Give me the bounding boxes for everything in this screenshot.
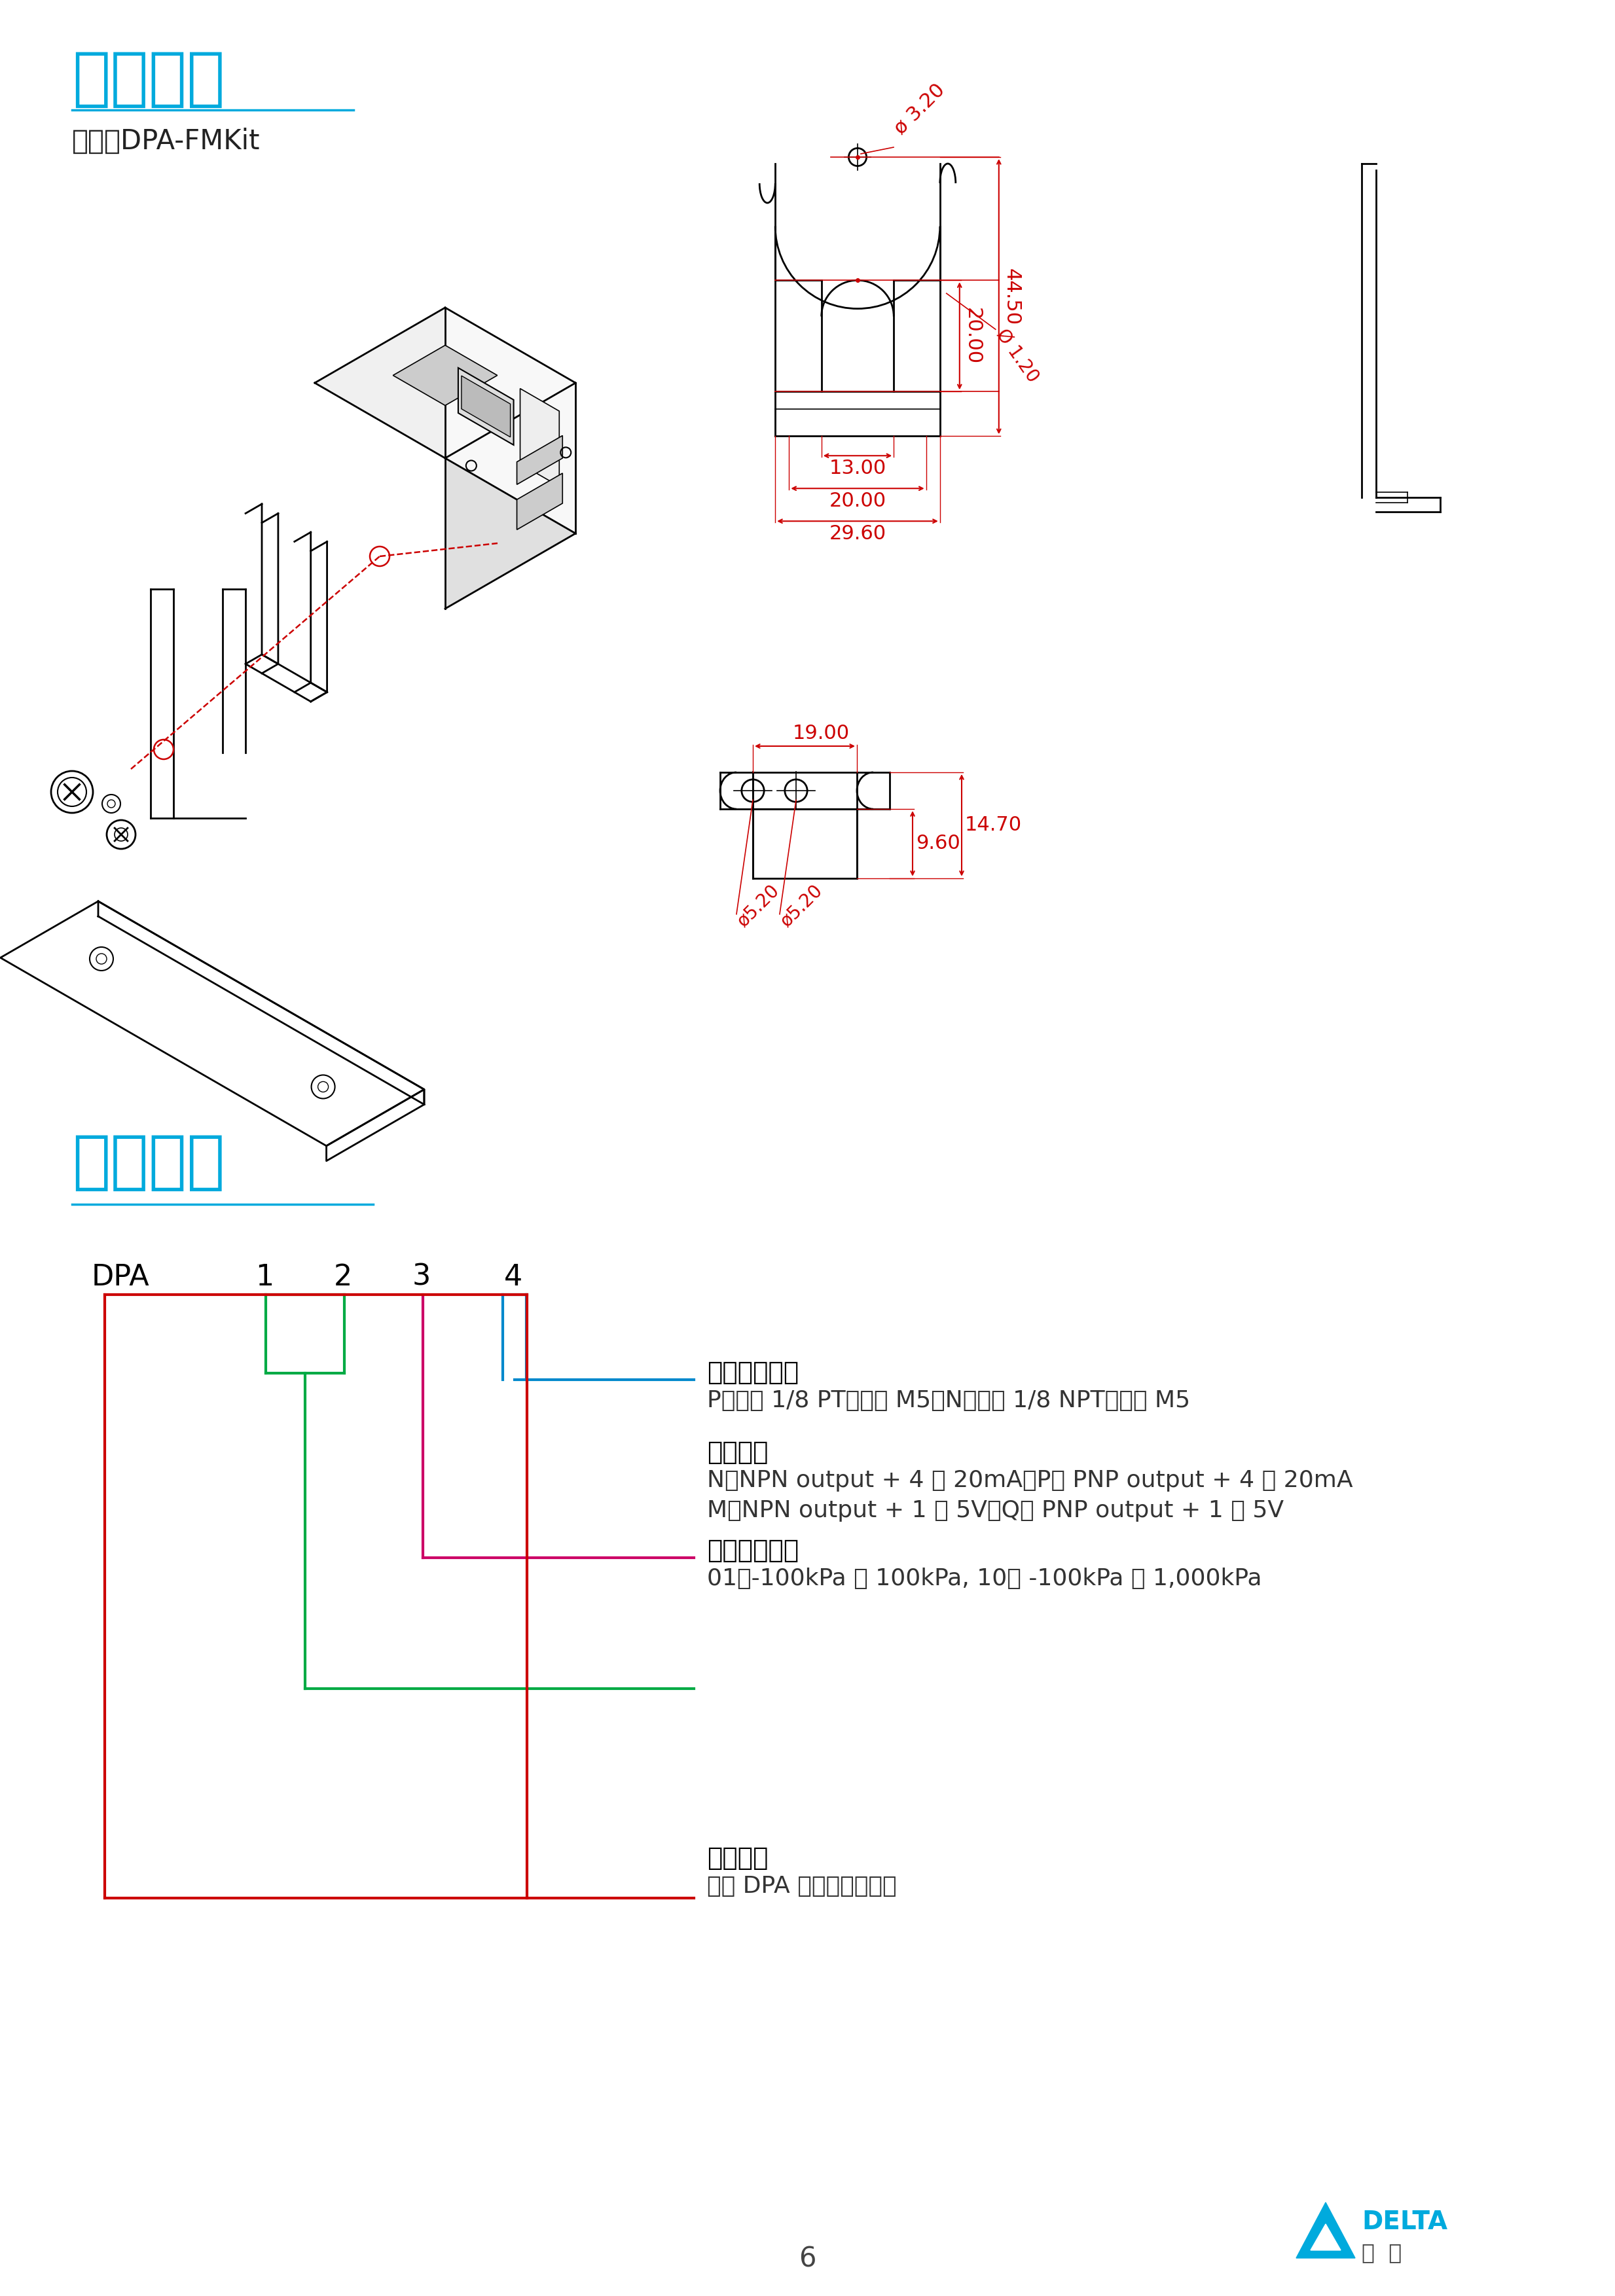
- Text: 6: 6: [798, 2245, 816, 2273]
- Text: ø5.20: ø5.20: [733, 882, 783, 930]
- Text: 产品名称: 产品名称: [707, 1846, 769, 1871]
- Text: 29.60: 29.60: [828, 523, 887, 544]
- Text: 选购资讯: 选购资讯: [73, 1132, 224, 1194]
- Polygon shape: [459, 367, 514, 445]
- Text: 20.00: 20.00: [963, 308, 982, 365]
- Text: 2: 2: [334, 1263, 352, 1290]
- Text: 测量压力范围: 测量压力范围: [707, 1538, 799, 1564]
- Text: 台达 DPA 系列压力传感器: 台达 DPA 系列压力传感器: [707, 1876, 896, 1896]
- Text: 19.00: 19.00: [793, 723, 849, 744]
- Text: 3: 3: [412, 1263, 431, 1290]
- Polygon shape: [392, 344, 497, 406]
- Text: DPA: DPA: [92, 1263, 150, 1290]
- Text: 01：-100kPa ～ 100kPa, 10： -100kPa ～ 1,000kPa: 01：-100kPa ～ 100kPa, 10： -100kPa ～ 1,000…: [707, 1568, 1261, 1589]
- Text: ø5.20: ø5.20: [777, 882, 825, 930]
- Text: ø 3.20: ø 3.20: [890, 80, 948, 138]
- Text: 台  达: 台 达: [1361, 2241, 1402, 2264]
- Text: 输出型式: 输出型式: [707, 1440, 769, 1465]
- Text: 4: 4: [504, 1263, 523, 1290]
- Polygon shape: [517, 473, 562, 530]
- Text: 压力气孔型式: 压力气孔型式: [707, 1359, 799, 1384]
- Text: 9.60: 9.60: [916, 833, 961, 854]
- Text: 角架配件: 角架配件: [73, 48, 224, 110]
- Polygon shape: [462, 377, 510, 436]
- Polygon shape: [517, 436, 562, 484]
- Polygon shape: [446, 383, 575, 608]
- Text: 型號：DPA-FMKit: 型號：DPA-FMKit: [73, 129, 260, 156]
- Polygon shape: [1297, 2202, 1355, 2257]
- Text: M：NPN output + 1 ～ 5V；Q： PNP output + 1 ～ 5V: M：NPN output + 1 ～ 5V；Q： PNP output + 1 …: [707, 1499, 1284, 1522]
- Polygon shape: [315, 308, 575, 459]
- Text: 14.70: 14.70: [964, 815, 1022, 836]
- Text: DELTA: DELTA: [1361, 2209, 1447, 2234]
- Text: 13.00: 13.00: [828, 459, 887, 478]
- Text: 44.50: 44.50: [1003, 269, 1021, 326]
- Text: N：NPN output + 4 ～ 20mA；P： PNP output + 4 ～ 20mA: N：NPN output + 4 ～ 20mA；P： PNP output + …: [707, 1469, 1353, 1492]
- Text: 1: 1: [255, 1263, 275, 1290]
- Text: P：外孔 1/8 PT、内孔 M5；N：外孔 1/8 NPT、内孔 M5: P：外孔 1/8 PT、内孔 M5；N：外孔 1/8 NPT、内孔 M5: [707, 1389, 1190, 1412]
- Text: Ø 1.20: Ø 1.20: [992, 326, 1042, 386]
- Polygon shape: [446, 308, 575, 533]
- Polygon shape: [1311, 2225, 1340, 2250]
- Text: 20.00: 20.00: [828, 491, 887, 510]
- Polygon shape: [520, 388, 559, 487]
